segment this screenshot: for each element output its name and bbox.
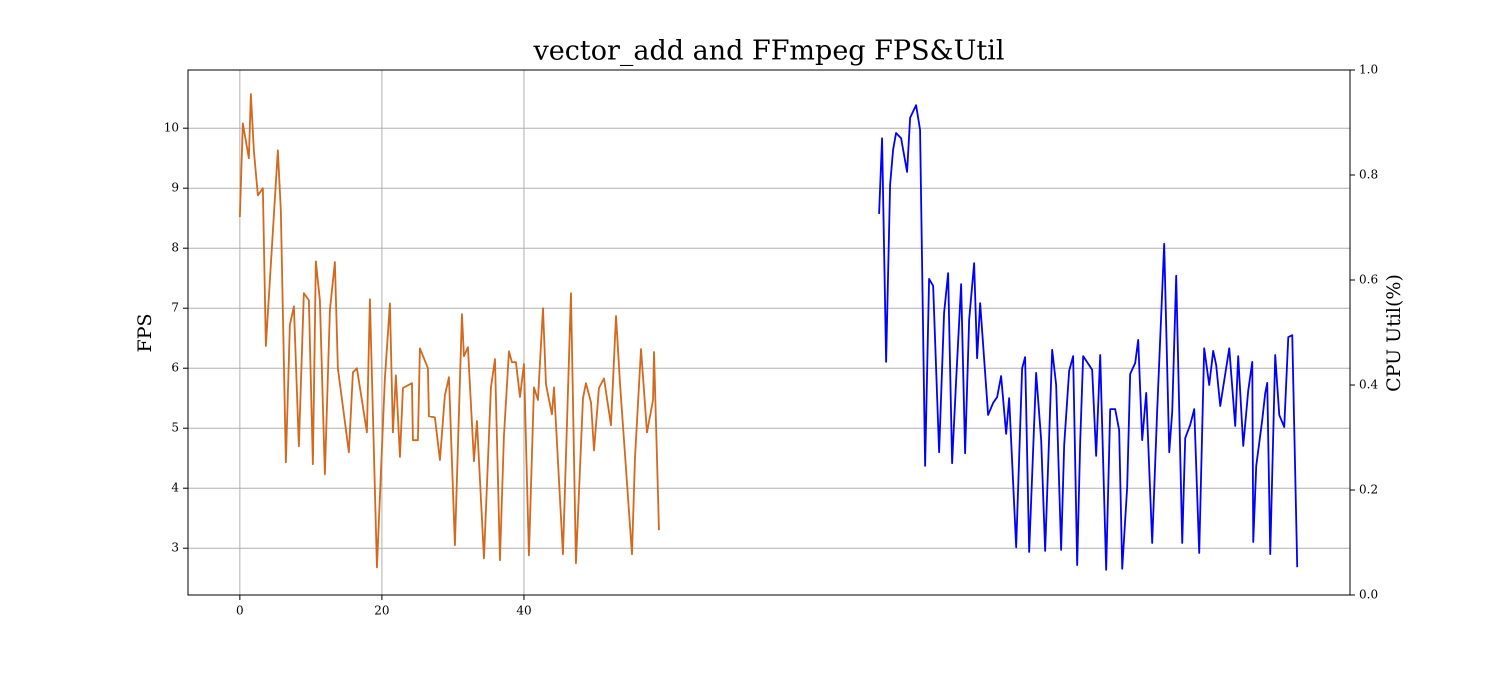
y-tick-label: 3 bbox=[171, 541, 179, 555]
y-tick-label: 7 bbox=[171, 301, 179, 315]
y2-tick-label: 0.2 bbox=[1359, 483, 1378, 497]
y-tick-label: 10 bbox=[164, 121, 179, 135]
y2-tick-label: 0.6 bbox=[1359, 273, 1378, 287]
y-tick-label: 4 bbox=[171, 481, 179, 495]
y2-axis-label: CPU Util(%) bbox=[1383, 274, 1405, 392]
chart-title: vector_add and FFmpeg FPS&Util bbox=[533, 36, 1005, 67]
line-series bbox=[878, 104, 1299, 571]
x-tick-label: 20 bbox=[374, 604, 389, 618]
x-tick-label: 40 bbox=[516, 604, 531, 618]
y-tick-label: 6 bbox=[171, 361, 179, 375]
y-tick-label: 5 bbox=[171, 421, 179, 435]
y2-tick-label: 1.0 bbox=[1359, 63, 1378, 77]
y-tick-label: 8 bbox=[171, 241, 179, 255]
y-tick-label: 9 bbox=[171, 181, 179, 195]
line-series bbox=[238, 93, 660, 569]
y2-tick-label: 0.8 bbox=[1359, 168, 1378, 182]
y-axis-label: FPS bbox=[134, 314, 156, 353]
x-tick-label: 0 bbox=[236, 604, 244, 618]
plot-frame bbox=[187, 69, 1351, 596]
y2-tick-label: 0.4 bbox=[1359, 378, 1378, 392]
y2-tick-label: 0.0 bbox=[1359, 588, 1378, 602]
